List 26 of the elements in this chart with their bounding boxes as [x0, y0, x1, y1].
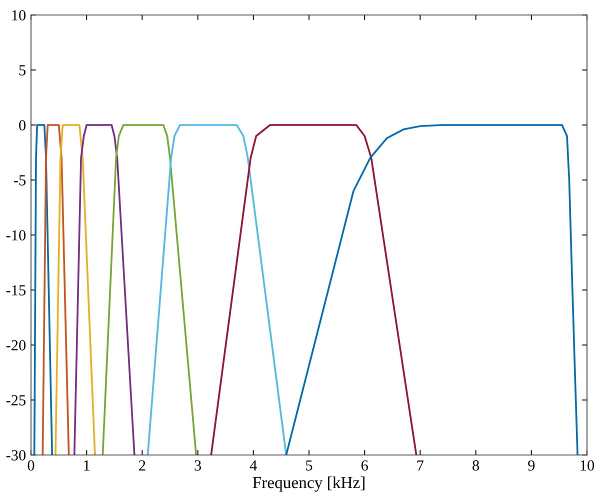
line-series	[73, 124, 136, 455]
x-tick-label: 6	[361, 460, 368, 471]
line-series	[146, 124, 288, 455]
x-tick-label: 5	[306, 460, 312, 471]
line-series	[285, 124, 578, 455]
x-tick-label: 10	[580, 460, 594, 471]
y-tick-label: 10	[12, 10, 26, 20]
y-tick-label: -10	[6, 230, 26, 240]
x-tick-label: 4	[250, 460, 257, 470]
x-tick-label: 7	[417, 460, 424, 470]
y-tick-label: -20	[6, 340, 26, 350]
x-axis-title: Frequency [kHz]	[252, 476, 364, 492]
x-tick-label: 1	[84, 460, 90, 470]
y-tick-label: 0	[19, 120, 26, 130]
line-series	[102, 124, 198, 455]
y-tick-label: -25	[6, 395, 26, 406]
y-tick-label: -15	[6, 285, 26, 296]
x-tick-label: 0	[28, 460, 34, 471]
y-tick-label: -5	[14, 175, 26, 186]
line-series	[210, 124, 418, 455]
y-tick-label: -30	[6, 450, 26, 460]
x-tick-label: 8	[472, 460, 480, 471]
x-tick-label: 3	[194, 460, 202, 471]
x-tick-label: 2	[139, 460, 146, 470]
y-tick-label: 5	[19, 65, 26, 76]
x-tick-label: 9	[528, 460, 535, 471]
